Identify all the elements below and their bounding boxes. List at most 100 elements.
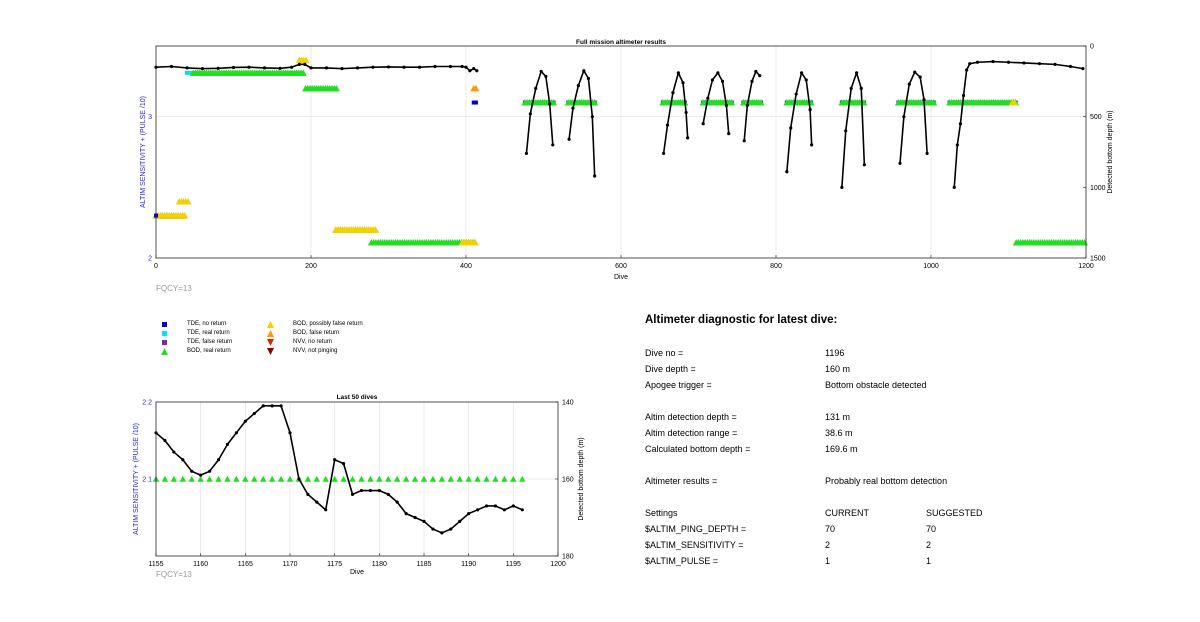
depth-point <box>539 69 543 74</box>
depth-point <box>181 458 185 462</box>
bod-marker <box>376 475 383 482</box>
diagnostic-label: Altimeter results = <box>645 476 718 486</box>
x-tick-label: 1185 <box>416 561 431 568</box>
x-tick-label: 200 <box>305 263 317 270</box>
diagnostic-row: Altim detection range = 38.6 m <box>645 428 1165 442</box>
depth-point <box>279 404 283 408</box>
depth-point <box>785 170 789 174</box>
depth-point <box>582 69 586 73</box>
depth-point <box>324 66 329 70</box>
depth-point <box>593 174 597 178</box>
diagnostic-label: $ALTIM_SENSITIVITY = <box>645 540 744 550</box>
diagnostic-row: Altim detection depth = 131 m <box>645 412 1165 426</box>
bod-marker <box>332 84 340 92</box>
depth-point <box>371 65 375 69</box>
depth-line <box>953 60 1084 188</box>
x-tick-label: 1190 <box>461 561 476 568</box>
diagnostic-row: Dive depth = 160 m <box>645 364 1165 378</box>
top-grid <box>156 46 1086 258</box>
depth-point <box>676 71 680 75</box>
bod-marker <box>322 475 329 482</box>
diagnostic-value: 38.6 m <box>825 428 853 438</box>
diagnostic-value: 1 <box>825 556 831 566</box>
diagnostic-row: $ALTIM_PULSE = 1 1 <box>645 556 1165 570</box>
depth-point <box>340 67 344 71</box>
depth-point <box>590 115 594 119</box>
depth-point <box>208 469 212 473</box>
legend-label: TDE, false return <box>187 339 233 345</box>
top-y2-label: Detected bottom depth (m) <box>1107 110 1114 193</box>
diagnostic-value: 1196 <box>825 348 845 358</box>
depth-point <box>417 65 422 69</box>
bod-marker <box>930 99 938 106</box>
bod-marker <box>402 475 410 482</box>
depth-point <box>808 108 812 112</box>
legend-label: BOD, possibly false return <box>293 321 363 327</box>
bod-marker <box>429 475 437 482</box>
bod-marker <box>161 475 169 482</box>
depth-point <box>955 143 959 147</box>
depth-point <box>567 137 571 141</box>
depth-point <box>859 86 863 90</box>
top-marker-bands <box>152 56 1088 246</box>
legend-square-icon <box>162 322 167 327</box>
depth-point <box>475 69 479 73</box>
depth-point <box>297 62 301 66</box>
bod-marker <box>215 475 222 482</box>
depth-point <box>163 438 167 443</box>
depth-point <box>681 81 685 85</box>
y2-tick-label: 160 <box>562 477 574 484</box>
depth-point <box>754 69 758 74</box>
depth-point <box>952 185 956 189</box>
tde-marker <box>185 70 189 75</box>
depth-point <box>359 488 364 493</box>
legend-label: TDE, real return <box>187 330 230 336</box>
depth-point <box>750 79 754 83</box>
top-x-ticks: 0 200 400 600 800 1000 1200 <box>154 255 1094 270</box>
depth-point <box>524 151 529 156</box>
bod-marker <box>438 475 446 482</box>
depth-point <box>799 71 804 75</box>
bod-marker <box>385 475 392 482</box>
depth-point <box>278 66 282 70</box>
depth-point <box>794 92 798 96</box>
legend-triangle-down-icon <box>267 339 274 346</box>
legend-triangle-up-icon <box>161 348 168 355</box>
depth-point <box>433 64 437 69</box>
depth-point <box>386 65 391 69</box>
y-tick-label: 3 <box>148 114 152 121</box>
bottom-x-label: Dive <box>350 569 364 576</box>
depth-point <box>898 161 902 165</box>
depth-point <box>742 139 746 143</box>
bod-marker <box>472 84 480 92</box>
depth-point <box>467 512 471 516</box>
last-50-dives-chart: 1155 1160 1165 1170 1175 1180 1185 1190 1195 1200… <box>133 394 585 579</box>
depth-line <box>155 405 523 534</box>
depth-point <box>402 65 406 69</box>
top-x-label: Dive <box>614 274 628 281</box>
depth-point <box>493 504 498 508</box>
bod-marker <box>591 99 599 106</box>
legend-label: TDE, no return <box>187 321 227 327</box>
depth-point <box>231 65 236 70</box>
bod-marker <box>181 212 189 219</box>
depth-point <box>958 122 963 126</box>
depth-point <box>404 512 408 516</box>
legend-label: NVV, not pinging <box>293 348 338 354</box>
legend-triangle-up-icon <box>267 321 274 328</box>
depth-point <box>422 519 426 523</box>
depth-point <box>913 70 917 74</box>
depth-point <box>315 500 319 504</box>
depth-point <box>413 515 417 520</box>
depth-point <box>377 488 381 493</box>
bod-marker <box>371 226 379 233</box>
depth-point <box>720 79 725 83</box>
diagnostic-row: Altimeter results = Probably real bottom … <box>645 476 1165 490</box>
depth-point <box>975 60 980 64</box>
diagnostic-heading: Altimeter diagnostic for latest dive: <box>645 314 838 326</box>
depth-point <box>247 65 251 69</box>
x-tick-label: 1170 <box>282 561 297 568</box>
bod-marker <box>277 475 285 482</box>
depth-point <box>840 185 844 189</box>
depth-point <box>355 66 360 70</box>
